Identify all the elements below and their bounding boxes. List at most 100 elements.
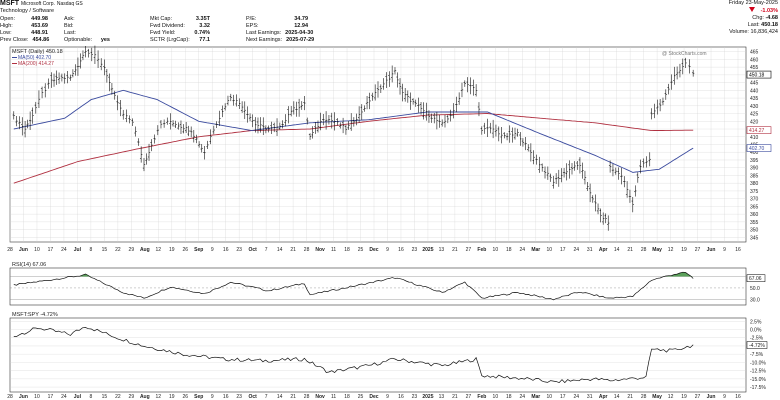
date-tick-label: 16: [735, 247, 741, 253]
date-tick-label: 26: [182, 394, 188, 400]
price-tick-label: 465: [750, 50, 759, 56]
fundamental-row: Mkt Cap: 3.35T: [150, 16, 210, 23]
fundamental-label: P/E:: [246, 16, 257, 22]
fundamental-label: Fwd Dividend:: [150, 23, 185, 29]
date-tick-label: Sep: [194, 247, 203, 253]
change-value: -4.68: [765, 15, 778, 21]
price-tick-label: 375: [750, 189, 759, 195]
date-tick-label: 22: [115, 394, 121, 400]
exchange-name: Nasdaq GS: [56, 1, 83, 7]
date-tick-label: 12: [156, 394, 162, 400]
fundamental-row: High: 453.69: [0, 23, 48, 30]
price-marker-label: 414.27: [749, 128, 765, 134]
price-tick-label: 400: [750, 150, 759, 156]
fundamental-label: Next Earnings:: [246, 37, 283, 43]
date-tick-label: Oct: [248, 394, 257, 400]
price-marker-box: [746, 126, 772, 134]
date-tick-label: 13: [439, 247, 445, 253]
date-tick-label: Jun: [19, 394, 28, 400]
date-tick-label: 29: [129, 394, 135, 400]
date-tick-label: 18: [506, 394, 512, 400]
fundamental-value: 3.32: [199, 23, 210, 29]
price-tick-label: 425: [750, 112, 759, 118]
date-tick-label: 24: [61, 247, 67, 253]
date-tick-label: 14: [614, 247, 620, 253]
date-tick-label: 27: [695, 394, 701, 400]
fundamental-value: 0.74%: [194, 30, 210, 36]
date-tick-label: 21: [627, 394, 633, 400]
rsi-tick-label: 50.0: [750, 286, 760, 292]
date-tick-label: 16: [223, 394, 229, 400]
price-marker-box: [746, 144, 772, 152]
relative-tick-label: -7.5%: [750, 352, 764, 358]
price-marker-label: 450.18: [749, 73, 765, 79]
date-tick-label: Dec: [369, 394, 378, 400]
ticker-symbol: MSFT: [0, 0, 20, 7]
date-tick-label: 17: [48, 394, 54, 400]
date-tick-label: 9: [386, 394, 389, 400]
date-tick-label: 8: [89, 394, 92, 400]
date-tick-label: 9: [211, 394, 214, 400]
fundamental-value: 448.91: [31, 30, 48, 36]
rsi-panel-frame: [9, 267, 747, 306]
relative-tick-label: -17.5%: [750, 385, 766, 391]
fundamental-label: Mkt Cap:: [150, 16, 173, 22]
date-tick-label: 9: [211, 247, 214, 253]
date-tick-label: 7: [265, 247, 268, 253]
fundamental-label: Ask:: [64, 16, 75, 22]
date-tick-label: 11: [331, 394, 336, 400]
date-tick-label: 14: [277, 394, 283, 400]
date-tick-label: Feb: [477, 247, 486, 253]
fundamental-label: Bid:: [64, 23, 74, 29]
date-tick-label: 28: [7, 394, 13, 400]
fundamental-row: Optionable: yes: [64, 37, 110, 44]
fundamental-label: Prev Close:: [0, 37, 29, 43]
volume-value: Volume: 16,836,424: [729, 29, 778, 35]
last-value: 450.18: [761, 22, 778, 28]
relative-line: [13, 327, 694, 384]
fundamental-value: 12.94: [294, 23, 308, 29]
price-tick-label: 460: [750, 57, 759, 63]
date-tick-label: 13: [439, 394, 445, 400]
price-tick-label: 345: [750, 235, 759, 241]
fundamentals-column: Mkt Cap: 3.35T Fwd Dividend: 3.32 Fwd Yield:…: [150, 16, 210, 44]
date-tick-label: 18: [506, 247, 512, 253]
date-tick-label: 21: [290, 394, 296, 400]
date-tick-label: 24: [61, 394, 67, 400]
ma50-line: [13, 89, 694, 173]
date-tick-label: May: [652, 394, 662, 400]
date-tick-label: 26: [182, 247, 188, 253]
price-tick-label: 360: [750, 212, 759, 218]
fundamental-label: SCTR (LrgCap):: [150, 37, 190, 43]
date-tick-label: 25: [358, 394, 364, 400]
rsi-marker-label: 67.06: [749, 276, 762, 282]
price-tick-label: 370: [750, 197, 759, 203]
rsi-tick-label: 30.0: [750, 297, 760, 303]
price-bars: [12, 45, 695, 231]
price-marker-label: 402.70: [749, 146, 765, 152]
date-tick-label: Apr: [599, 247, 608, 253]
date-tick-label: 21: [627, 247, 633, 253]
date-tick-label: 27: [466, 247, 472, 253]
date-tick-label: 10: [546, 394, 552, 400]
price-tick-label: 380: [750, 181, 759, 187]
date-tick-label: 14: [277, 247, 283, 253]
date-tick-label: 18: [344, 247, 350, 253]
fundamental-value: yes: [100, 37, 110, 43]
price-tick-label: 420: [750, 119, 759, 125]
date-tick-label: 10: [493, 394, 499, 400]
quote-header: MSFT Microsoft Corp. Nasdaq GS Technolog…: [0, 0, 780, 46]
date-tick-label: 29: [129, 247, 135, 253]
price-tick-label: 385: [750, 173, 759, 179]
relative-tick-label: -2.5%: [750, 336, 764, 342]
fundamental-row: Ask:: [64, 16, 110, 23]
date-tick-label: Feb: [477, 394, 486, 400]
date-tick-label: 28: [7, 247, 13, 253]
date-tick-label: 28: [304, 247, 310, 253]
date-tick-label: 27: [466, 394, 472, 400]
watermark-text: @ StockCharts.com: [662, 51, 707, 57]
change-percent: -1.03%: [760, 8, 778, 14]
relative-tick-label: 0.0%: [750, 328, 762, 334]
fundamental-label: Last Earnings:: [246, 30, 282, 36]
